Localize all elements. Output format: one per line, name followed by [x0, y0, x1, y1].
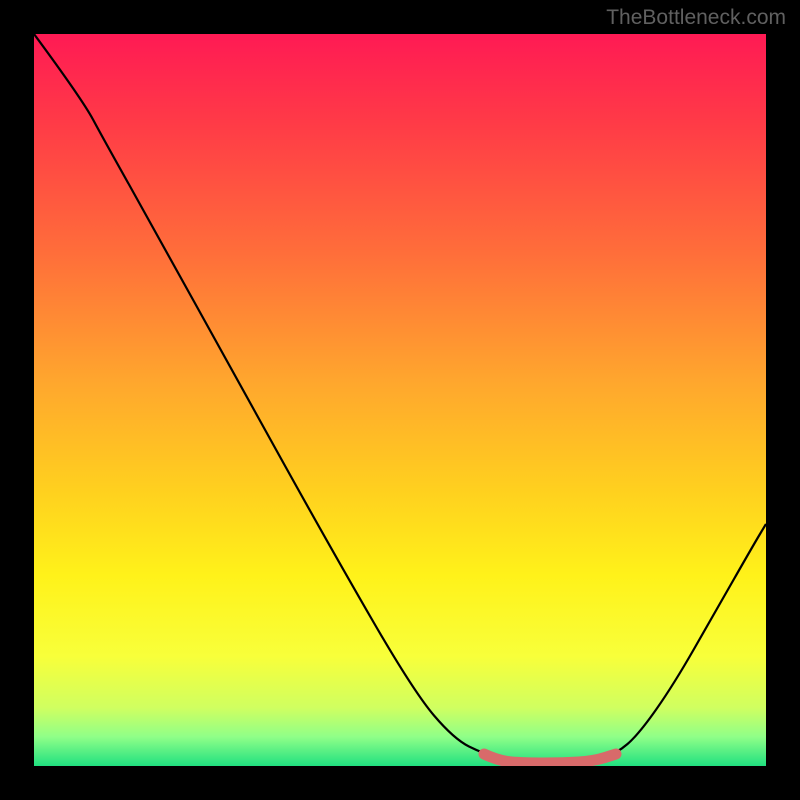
bottleneck-curve [34, 34, 766, 764]
plot-gradient-background [34, 34, 766, 766]
watermark-text: TheBottleneck.com [606, 6, 786, 30]
chart-svg [34, 34, 766, 766]
trough-highlight [484, 754, 616, 763]
